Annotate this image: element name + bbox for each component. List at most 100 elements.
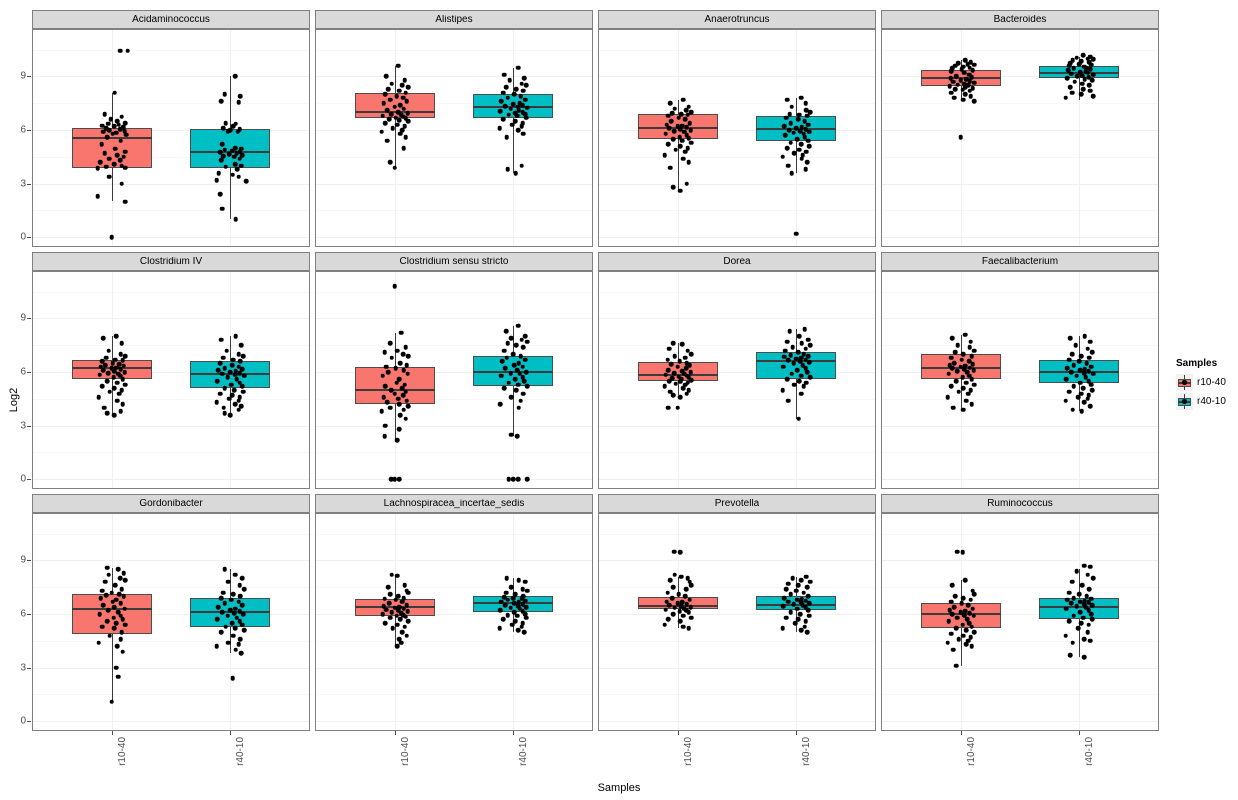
data-point <box>98 364 103 369</box>
data-point <box>119 163 125 169</box>
data-point <box>962 363 968 369</box>
data-point <box>687 120 692 126</box>
data-point <box>112 368 117 374</box>
data-point <box>666 405 671 411</box>
data-point <box>101 335 106 341</box>
gridline <box>882 291 1158 293</box>
data-point <box>676 592 681 597</box>
data-point <box>97 159 103 165</box>
data-point <box>963 627 969 633</box>
data-point <box>120 617 125 622</box>
data-point <box>967 365 973 370</box>
data-point <box>396 396 401 402</box>
x-axis-tick-mark <box>230 731 232 735</box>
data-point <box>790 576 795 581</box>
facet-strip: Faecalibacterium <box>881 252 1159 271</box>
legend-item[interactable]: r10-40 <box>1176 374 1226 391</box>
x-axis-tick-label: r10-40 <box>399 737 411 766</box>
data-point <box>968 59 974 65</box>
data-point <box>1081 654 1087 660</box>
data-point <box>120 401 125 407</box>
data-point <box>104 134 110 140</box>
gridline <box>316 479 592 481</box>
data-point <box>1090 371 1096 377</box>
data-point <box>400 351 406 357</box>
data-point <box>801 384 806 389</box>
gridline <box>33 76 309 78</box>
data-point <box>501 348 507 353</box>
data-point <box>801 351 806 357</box>
data-point <box>679 123 685 128</box>
data-point <box>392 165 397 170</box>
data-point <box>523 83 529 88</box>
data-point <box>522 75 527 81</box>
legend-key-point <box>1182 399 1187 404</box>
data-point <box>523 334 528 339</box>
data-point <box>511 92 517 97</box>
data-point <box>1065 67 1071 73</box>
legend-title: Samples <box>1176 358 1218 369</box>
data-point <box>676 115 681 120</box>
data-point <box>1087 355 1092 361</box>
data-point <box>1079 409 1084 414</box>
data-point <box>382 350 387 355</box>
data-point <box>687 579 692 585</box>
gridline <box>33 398 309 400</box>
data-point <box>120 376 125 382</box>
data-point <box>1088 638 1093 644</box>
data-point <box>222 366 228 371</box>
facet-strip: Bacteroides <box>881 10 1159 29</box>
data-point <box>681 371 687 377</box>
data-point <box>401 407 407 412</box>
y-axis-tick-label: 0 <box>20 231 26 243</box>
gridline <box>316 694 592 696</box>
data-point <box>396 426 402 432</box>
data-point <box>215 617 220 622</box>
data-point <box>102 111 108 117</box>
data-point <box>379 409 385 414</box>
data-point <box>220 355 226 361</box>
data-point <box>500 90 506 95</box>
data-point <box>510 122 515 127</box>
boxplot-box[interactable] <box>354 366 435 405</box>
data-point <box>666 617 671 622</box>
data-point <box>1081 64 1087 69</box>
data-point <box>797 128 803 134</box>
data-point <box>109 234 114 240</box>
data-point <box>388 111 394 117</box>
data-point <box>404 602 409 608</box>
gridline <box>316 587 592 589</box>
data-point <box>403 614 408 620</box>
data-point <box>682 117 688 122</box>
legend-item[interactable]: r40-10 <box>1176 393 1226 410</box>
data-point <box>794 367 800 373</box>
boxplot-box[interactable] <box>1039 597 1120 620</box>
gridline <box>316 103 592 105</box>
data-point <box>218 595 224 601</box>
data-point <box>401 595 407 601</box>
gridline <box>316 76 592 78</box>
gridline <box>599 614 875 616</box>
data-point <box>385 86 391 92</box>
data-point <box>400 114 406 119</box>
data-point <box>952 593 958 599</box>
data-point <box>799 341 805 346</box>
gridline <box>33 130 309 132</box>
data-point <box>511 601 517 606</box>
data-point <box>227 151 232 157</box>
data-point <box>500 617 506 622</box>
data-point <box>794 597 800 603</box>
data-point <box>686 135 691 141</box>
data-point <box>233 121 239 127</box>
data-point <box>951 360 957 366</box>
data-point <box>806 353 811 359</box>
data-point <box>400 95 406 101</box>
data-point <box>404 633 409 638</box>
data-point <box>803 618 808 624</box>
data-point <box>785 163 791 169</box>
data-point <box>520 586 525 592</box>
data-point <box>123 199 128 204</box>
data-point <box>673 147 679 153</box>
data-point <box>687 362 692 368</box>
data-point <box>515 323 521 328</box>
